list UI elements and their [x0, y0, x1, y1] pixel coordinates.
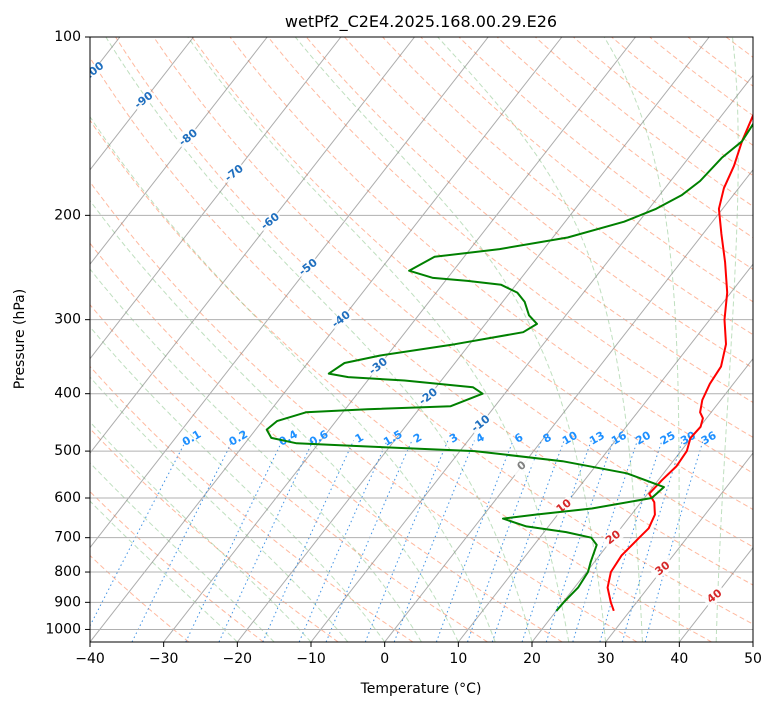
- x-tick-label: 10: [449, 651, 467, 667]
- axes: −40 −30 −20 −10 0 10 20 30 40 50 100 200 300 400 500 60…: [45, 29, 762, 667]
- y-tick-label: 500: [54, 443, 81, 459]
- x-tick-label: 20: [523, 651, 541, 667]
- isotherm-label-bg: [650, 557, 676, 581]
- isotherm-line: [384, 168, 753, 642]
- x-tick-label: −40: [75, 651, 105, 667]
- y-tick-label: 800: [54, 564, 81, 580]
- dry-adiabat-line: [267, 37, 753, 438]
- mixing-ratio-line: [131, 440, 234, 642]
- isotherm-label-bg: [176, 126, 201, 150]
- moist-adiabat-line: [90, 326, 386, 642]
- isotherm-line: [236, 37, 710, 642]
- isotherm-line: [90, 37, 194, 171]
- background-lines: [90, 37, 753, 642]
- moist-adiabat-line: [90, 376, 349, 642]
- dry-adiabat-line: [153, 37, 753, 548]
- x-tick-label: 40: [670, 651, 688, 667]
- isotherm-line: [90, 37, 415, 454]
- isotherm-label-bg: [296, 256, 321, 280]
- mixing-ratio-line: [467, 440, 542, 642]
- isotherm-line: [90, 37, 489, 549]
- dry-adiabat-line: [305, 37, 753, 404]
- data-series: [265, 113, 753, 612]
- mixing-ratio-line: [185, 440, 283, 642]
- moist-adiabat-line: [187, 37, 570, 642]
- moist-adiabat-line: [603, 37, 680, 642]
- x-tick-label: −20: [223, 651, 253, 667]
- y-tick-label: 900: [54, 594, 81, 610]
- mixing-ratio-line: [545, 440, 614, 642]
- isotherm-label-bg: [90, 61, 105, 85]
- isotherm-label-bg: [329, 308, 354, 332]
- isotherm-label-bg: [366, 355, 391, 379]
- dry-adiabat-line: [191, 37, 753, 511]
- mixing-ratio-line: [491, 440, 565, 642]
- y-tick-label: 300: [54, 312, 81, 328]
- moist-adiabat-line: [105, 37, 533, 642]
- mixing-ratio-line: [572, 440, 638, 642]
- plot-frame: [89, 36, 754, 643]
- isotherm-label-bg: [702, 585, 728, 609]
- isotherm-line: [90, 37, 563, 642]
- moist-adiabat-line: [90, 115, 496, 642]
- dry-adiabat-line: [534, 37, 753, 207]
- moist-adiabat-line: [715, 37, 739, 642]
- isotherm-label-bg: [258, 210, 283, 234]
- temperature-line: [606, 113, 753, 612]
- y-tick-label: 100: [54, 29, 81, 45]
- mixing-ratio-line: [364, 440, 449, 642]
- mixing-ratio-line: [393, 440, 475, 642]
- isotherm-line: [163, 37, 636, 642]
- isotherm-line: [90, 37, 342, 360]
- isotherm-line: [457, 263, 753, 642]
- isotherm-line: [310, 74, 753, 642]
- moist-adiabat-line: [90, 500, 238, 642]
- dry-adiabat-line: [115, 37, 753, 586]
- isotherm-label-bg: [131, 88, 157, 112]
- isotherm-label-bg: [416, 385, 441, 409]
- dry-adiabat-line: [382, 37, 753, 336]
- y-tick-label: 1000: [45, 621, 81, 637]
- dry-adiabat-line: [344, 37, 753, 369]
- moist-adiabat-line: [90, 199, 459, 642]
- y-tick-label: 700: [54, 530, 81, 546]
- isotherm-label-bg: [222, 162, 247, 186]
- isotherm-label-bg: [509, 454, 535, 478]
- x-axis-title: Temperature (°C): [360, 681, 482, 697]
- mixing-ratio-line: [90, 440, 187, 627]
- dry-adiabat-line: [90, 303, 488, 642]
- x-tick-label: 0: [380, 651, 389, 667]
- mixing-ratio-line: [521, 440, 592, 642]
- mixing-ratio-line: [435, 440, 514, 642]
- dry-adiabat-line: [90, 119, 712, 642]
- x-tick-label: −30: [149, 651, 179, 667]
- moist-adiabat-line: [437, 37, 643, 642]
- y-axis-title: Pressure (hPa): [12, 289, 28, 389]
- isotherm-label-bg: [468, 412, 494, 436]
- chart-title: wetPf2_C2E4.2025.168.00.29.E26: [285, 12, 557, 32]
- dry-adiabat-line: [90, 427, 339, 642]
- y-tick-label: 400: [54, 386, 81, 402]
- y-tick-label: 200: [54, 207, 81, 223]
- x-tick-label: −10: [296, 651, 326, 667]
- dewpoint-line: [265, 122, 753, 612]
- x-tick-label: 50: [744, 651, 762, 667]
- isotherm-label-bg: [601, 526, 626, 550]
- dry-adiabat-line: [90, 365, 414, 642]
- x-tick-label: 30: [597, 651, 615, 667]
- isotherm-line: [605, 452, 753, 642]
- y-tick-label: 600: [54, 490, 81, 506]
- dry-adiabat-line: [573, 37, 753, 177]
- dry-adiabat-line: [458, 37, 753, 270]
